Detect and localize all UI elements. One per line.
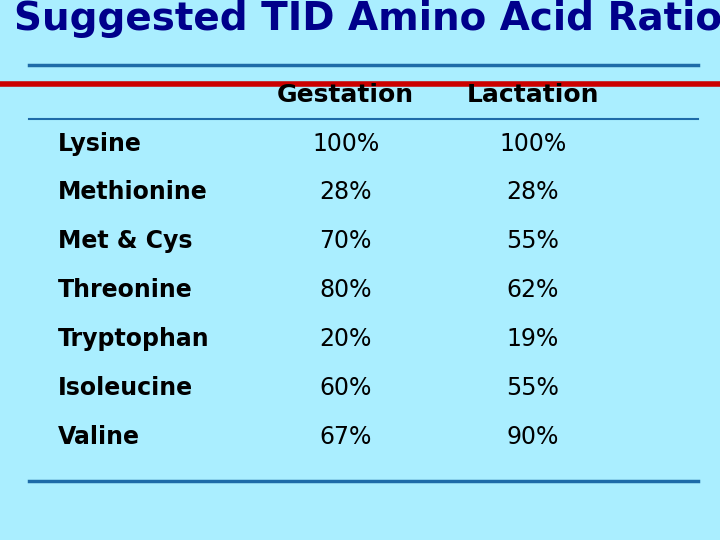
Text: Gestation: Gestation — [277, 83, 414, 107]
Text: Isoleucine: Isoleucine — [58, 376, 193, 400]
Text: 19%: 19% — [507, 327, 559, 351]
Text: Valine: Valine — [58, 425, 140, 449]
Text: 67%: 67% — [320, 425, 372, 449]
Text: 55%: 55% — [506, 376, 559, 400]
Text: 80%: 80% — [320, 278, 372, 302]
Text: Met & Cys: Met & Cys — [58, 230, 192, 253]
Text: Tryptophan: Tryptophan — [58, 327, 210, 351]
Text: Suggested TID Amino Acid Ratios for Sows: Suggested TID Amino Acid Ratios for Sows — [14, 0, 720, 38]
Text: Threonine: Threonine — [58, 278, 192, 302]
Text: Methionine: Methionine — [58, 180, 207, 205]
Text: 55%: 55% — [506, 230, 559, 253]
Text: 28%: 28% — [320, 180, 372, 205]
Text: 28%: 28% — [507, 180, 559, 205]
Text: Lactation: Lactation — [467, 83, 599, 107]
Text: 20%: 20% — [320, 327, 372, 351]
Text: 90%: 90% — [507, 425, 559, 449]
Text: 60%: 60% — [320, 376, 372, 400]
Text: Lysine: Lysine — [58, 132, 141, 156]
Text: 100%: 100% — [312, 132, 379, 156]
Text: 70%: 70% — [320, 230, 372, 253]
Text: 62%: 62% — [507, 278, 559, 302]
Text: 100%: 100% — [499, 132, 567, 156]
